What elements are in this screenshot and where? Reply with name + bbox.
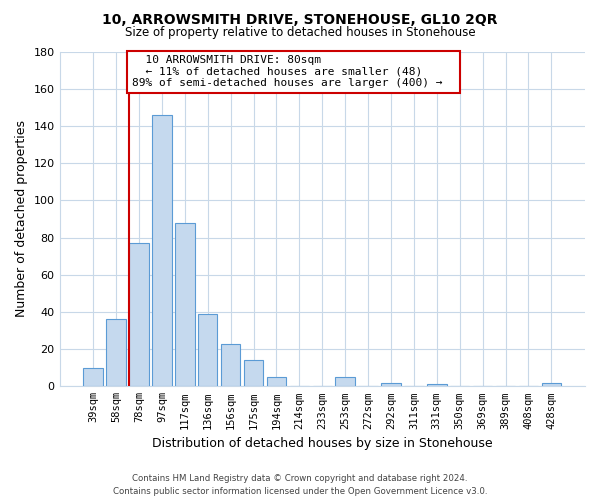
Text: Contains HM Land Registry data © Crown copyright and database right 2024.
Contai: Contains HM Land Registry data © Crown c…	[113, 474, 487, 496]
Text: 10 ARROWSMITH DRIVE: 80sqm
  ← 11% of detached houses are smaller (48)
89% of se: 10 ARROWSMITH DRIVE: 80sqm ← 11% of deta…	[131, 55, 455, 88]
Bar	[106, 320, 126, 386]
Bar	[83, 368, 103, 386]
Bar	[267, 377, 286, 386]
Bar	[244, 360, 263, 386]
Bar	[152, 114, 172, 386]
X-axis label: Distribution of detached houses by size in Stonehouse: Distribution of detached houses by size …	[152, 437, 493, 450]
Bar	[129, 243, 149, 386]
Bar	[198, 314, 217, 386]
Bar	[381, 382, 401, 386]
Bar	[175, 222, 194, 386]
Bar	[427, 384, 446, 386]
Y-axis label: Number of detached properties: Number of detached properties	[15, 120, 28, 318]
Bar	[542, 382, 561, 386]
Text: Size of property relative to detached houses in Stonehouse: Size of property relative to detached ho…	[125, 26, 475, 39]
Bar	[221, 344, 241, 386]
Text: 10, ARROWSMITH DRIVE, STONEHOUSE, GL10 2QR: 10, ARROWSMITH DRIVE, STONEHOUSE, GL10 2…	[102, 12, 498, 26]
Bar	[335, 377, 355, 386]
